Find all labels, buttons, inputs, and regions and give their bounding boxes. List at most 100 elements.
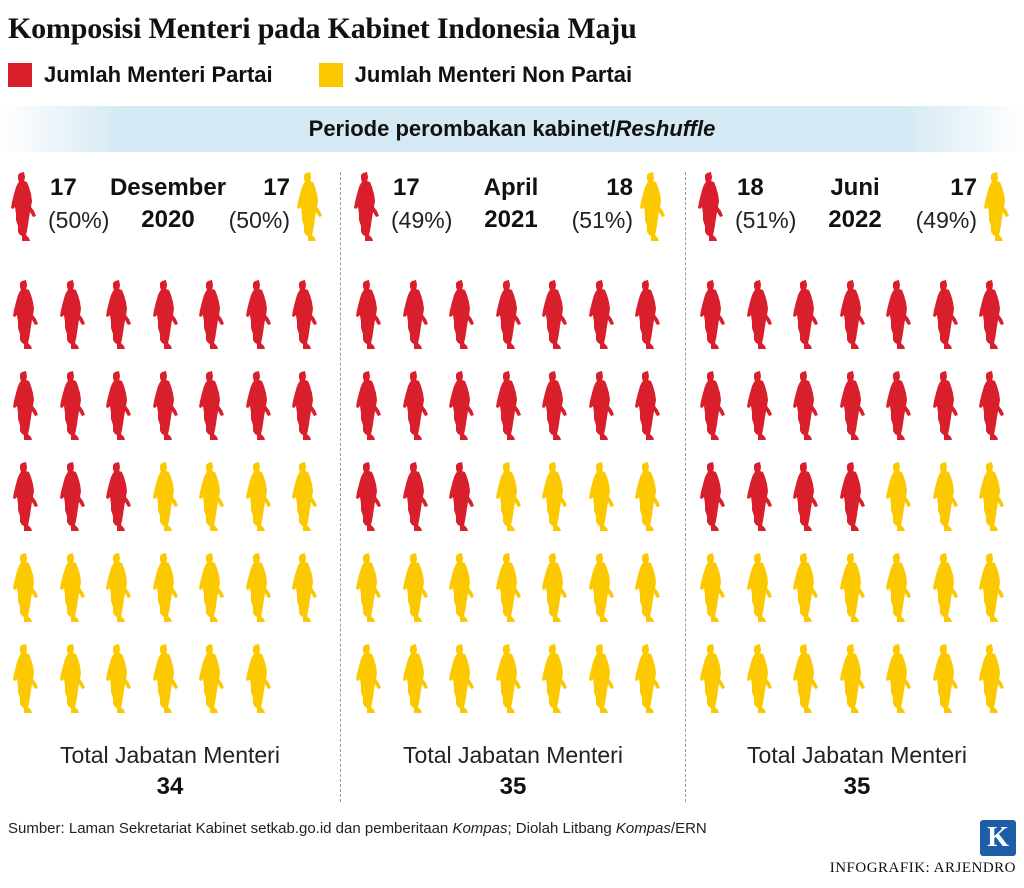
non-partai-person-icon <box>296 172 326 242</box>
minister-partai-icon <box>746 280 776 350</box>
minister-partai-icon <box>699 371 729 441</box>
minister-non-partai-icon <box>588 644 618 714</box>
minister-partai-icon <box>402 280 432 350</box>
minister-non-partai-icon <box>699 644 729 714</box>
minister-non-partai-icon <box>932 462 962 532</box>
minister-partai-icon <box>59 280 89 350</box>
minister-non-partai-icon <box>448 644 478 714</box>
partai-person-icon <box>697 172 727 242</box>
minister-non-partai-icon <box>12 644 42 714</box>
minister-partai-icon <box>245 371 275 441</box>
period-month: Juni <box>830 174 880 201</box>
minister-non-partai-icon <box>291 553 321 623</box>
minister-partai-icon <box>978 371 1008 441</box>
minister-partai-icon <box>12 462 42 532</box>
minister-non-partai-icon <box>59 644 89 714</box>
period-panel-3: 18 (51%) Juni 2022 17 (49%) Total Jabata… <box>687 160 1024 805</box>
partai-count: 17 <box>50 174 77 201</box>
minister-partai-icon <box>839 462 869 532</box>
partai-percent: (51%) <box>735 207 797 233</box>
legend-item-partai: Jumlah Menteri Partai <box>8 62 273 88</box>
minister-non-partai-icon <box>245 462 275 532</box>
minister-partai-icon <box>291 371 321 441</box>
minister-partai-icon <box>746 371 776 441</box>
minister-non-partai-icon <box>402 553 432 623</box>
minister-partai-icon <box>746 462 776 532</box>
partai-count: 17 <box>393 174 420 201</box>
minister-partai-icon <box>495 280 525 350</box>
minister-non-partai-icon <box>402 644 432 714</box>
minister-partai-icon <box>588 371 618 441</box>
partai-person-icon <box>10 172 40 242</box>
minister-partai-icon <box>634 280 664 350</box>
legend-label-non-partai: Jumlah Menteri Non Partai <box>354 62 633 87</box>
minister-partai-icon <box>885 280 915 350</box>
minister-non-partai-icon <box>932 553 962 623</box>
total-value: 34 <box>156 773 184 800</box>
non-partai-percent: (50%) <box>228 207 290 233</box>
non-partai-count: 17 <box>263 174 290 201</box>
minister-partai-icon <box>59 371 89 441</box>
minister-partai-icon <box>634 371 664 441</box>
minister-non-partai-icon <box>885 462 915 532</box>
minister-non-partai-icon <box>634 553 664 623</box>
minister-partai-icon <box>402 462 432 532</box>
panel-divider <box>685 172 686 802</box>
minister-partai-icon <box>932 280 962 350</box>
source-note: Sumber: Laman Sekretariat Kabinet setkab… <box>8 820 707 837</box>
pictogram-grid <box>343 278 683 738</box>
period-month: Desember <box>109 174 227 201</box>
minister-partai-icon <box>885 371 915 441</box>
minister-non-partai-icon <box>634 462 664 532</box>
minister-partai-icon <box>541 280 571 350</box>
minister-partai-icon <box>152 280 182 350</box>
legend: Jumlah Menteri Partai Jumlah Menteri Non… <box>8 62 678 88</box>
minister-partai-icon <box>12 280 42 350</box>
minister-non-partai-icon <box>932 644 962 714</box>
minister-non-partai-icon <box>495 462 525 532</box>
pictogram-grid <box>0 278 340 738</box>
legend-item-non-partai: Jumlah Menteri Non Partai <box>318 62 633 88</box>
minister-non-partai-icon <box>198 553 228 623</box>
minister-non-partai-icon <box>978 553 1008 623</box>
partai-person-icon <box>353 172 383 242</box>
period-year: 2020 <box>141 206 195 233</box>
minister-non-partai-icon <box>495 644 525 714</box>
minister-partai-icon <box>588 280 618 350</box>
minister-non-partai-icon <box>355 553 385 623</box>
non-partai-percent: (51%) <box>571 207 633 233</box>
banner-emphasis: Reshuffle <box>615 116 716 141</box>
partai-count: 18 <box>737 174 764 201</box>
partai-percent: (50%) <box>48 207 110 233</box>
minister-non-partai-icon <box>541 644 571 714</box>
minister-non-partai-icon <box>588 553 618 623</box>
period-panel-2: 17 (49%) April 2021 18 (51%) Total Jabat… <box>343 160 683 805</box>
minister-non-partai-icon <box>792 644 822 714</box>
total-label: Total Jabatan Menteri <box>403 742 623 768</box>
minister-partai-icon <box>152 371 182 441</box>
minister-non-partai-icon <box>59 553 89 623</box>
minister-partai-icon <box>355 462 385 532</box>
minister-non-partai-icon <box>541 553 571 623</box>
non-partai-person-icon <box>983 172 1013 242</box>
minister-non-partai-icon <box>839 553 869 623</box>
minister-partai-icon <box>839 280 869 350</box>
total-label: Total Jabatan Menteri <box>747 742 967 768</box>
minister-non-partai-icon <box>699 553 729 623</box>
total-value: 35 <box>843 773 871 800</box>
source-text: Sumber: Laman Sekretariat Kabinet setkab… <box>8 820 453 837</box>
period-panel-1: 17 (50%) Desember 2020 17 (50%) Total Ja… <box>0 160 340 805</box>
minister-partai-icon <box>105 280 135 350</box>
period-year: 2021 <box>484 206 538 233</box>
minister-partai-icon <box>448 371 478 441</box>
source-emphasis: Kompas <box>452 820 508 837</box>
minister-non-partai-icon <box>634 644 664 714</box>
period-month: April <box>483 174 539 201</box>
minister-partai-icon <box>59 462 89 532</box>
minister-non-partai-icon <box>291 462 321 532</box>
total-value: 35 <box>499 773 527 800</box>
minister-non-partai-icon <box>198 644 228 714</box>
minister-partai-icon <box>495 371 525 441</box>
non-partai-percent: (49%) <box>915 207 977 233</box>
minister-non-partai-icon <box>152 644 182 714</box>
